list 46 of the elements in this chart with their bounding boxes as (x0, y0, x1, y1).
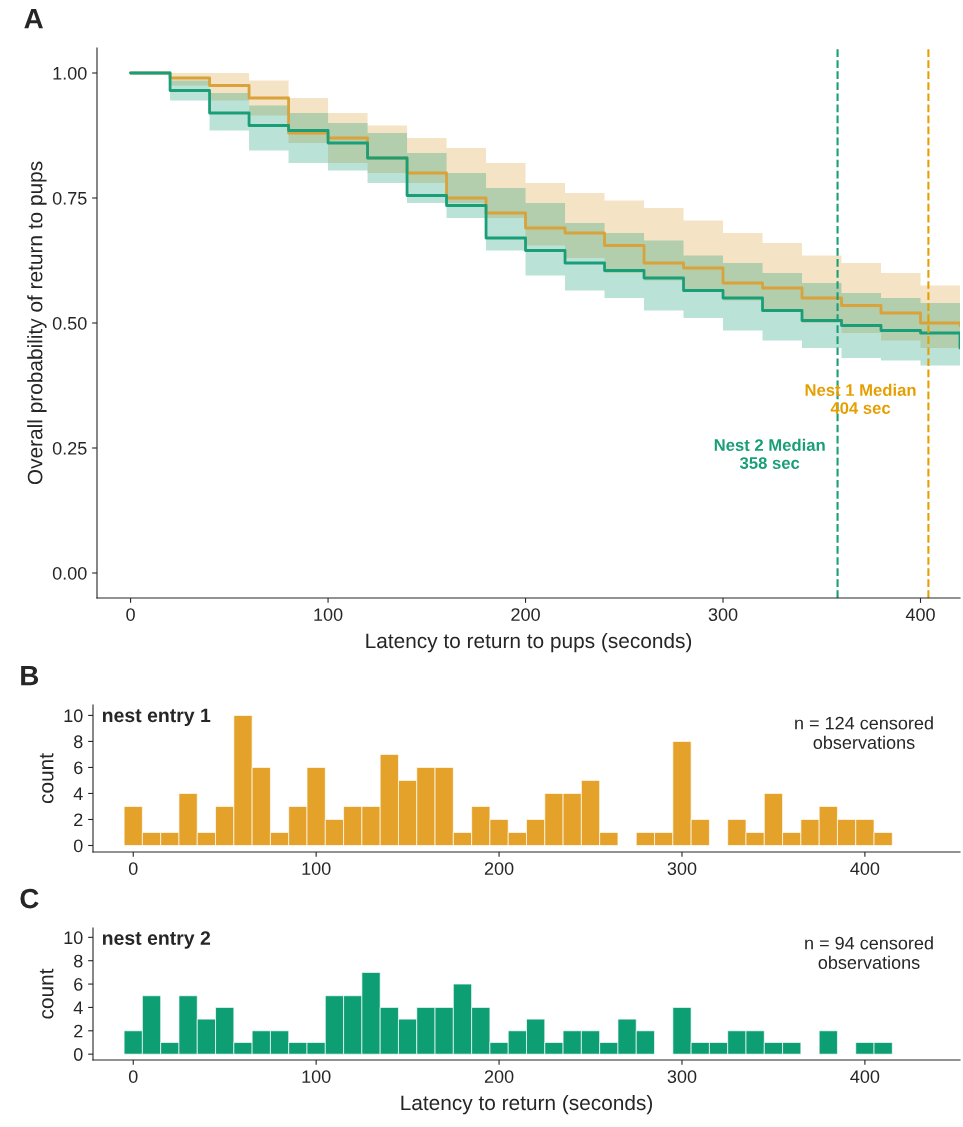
ref-line-label: Nest 1 Median 404 sec (805, 383, 916, 414)
y-tick-label: 2 (74, 1024, 83, 1038)
x-tick-label: 100 (302, 862, 331, 875)
y-axis-title: count (39, 968, 54, 1019)
chart-title: nest entry 2 (102, 931, 211, 949)
y-tick-label: 2 (74, 813, 83, 827)
x-tick-label: 300 (708, 608, 738, 621)
text: A (24, 9, 43, 29)
x-tick-label: 300 (667, 1070, 697, 1083)
x-tick-label: 200 (484, 862, 514, 875)
y-axis-title: Overall probability of return to pups (27, 161, 47, 485)
y-tick-label: 0.50 (52, 316, 87, 330)
y-tick-label: 0.25 (52, 441, 87, 455)
x-tick-label: 300 (667, 862, 697, 875)
y-tick-label: 4 (73, 1001, 83, 1014)
x-tick-label: 0 (126, 608, 135, 621)
x-tick-label: 100 (302, 1070, 331, 1083)
y-tick-label: 10 (64, 709, 83, 723)
x-tick-label: 400 (850, 1070, 880, 1083)
x-tick-label: 100 (314, 608, 343, 621)
annotation: n = 124 censored observations (795, 716, 933, 749)
x-tick-label: 200 (484, 1070, 514, 1083)
y-tick-label: 0.75 (52, 191, 87, 205)
x-tick-label: 400 (850, 862, 880, 875)
x-axis-title: Latency to return to pups (seconds) (366, 632, 692, 653)
y-tick-label: 1.00 (53, 66, 87, 80)
y-tick-label: 0.00 (52, 566, 87, 580)
annotation: n = 94 censored observations (805, 936, 933, 969)
y-tick-label: 8 (74, 735, 83, 749)
text: C (20, 888, 39, 909)
x-tick-label: 0 (128, 1070, 138, 1083)
y-tick-label: 4 (73, 787, 83, 800)
chart-title: nest entry 1 (102, 708, 211, 727)
x-axis-title: Latency to return (seconds) (401, 1094, 653, 1115)
x-tick-label: 200 (511, 608, 540, 621)
y-tick-label: 0 (73, 1048, 83, 1061)
y-axis-title: count (39, 753, 54, 804)
ref-line-label: Nest 2 Median 358 sec (714, 438, 825, 469)
x-tick-label: 0 (128, 862, 138, 875)
y-tick-label: 0 (73, 839, 83, 853)
text: B (21, 666, 39, 686)
y-tick-label: 6 (74, 978, 83, 991)
y-tick-label: 8 (74, 954, 83, 968)
y-tick-label: 6 (74, 761, 83, 775)
x-tick-label: 400 (905, 608, 935, 621)
y-tick-label: 10 (64, 931, 83, 945)
